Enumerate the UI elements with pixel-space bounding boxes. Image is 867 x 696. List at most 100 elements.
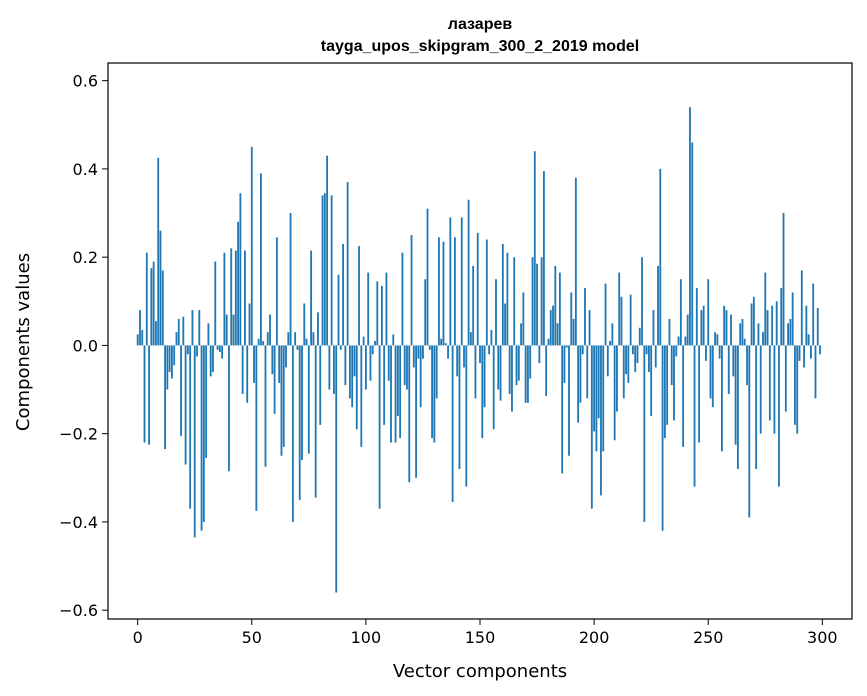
bar — [225, 314, 228, 346]
bar — [520, 323, 522, 346]
bar — [193, 345, 196, 538]
bar — [264, 345, 267, 467]
bar — [579, 345, 582, 403]
bar — [803, 345, 805, 368]
bar — [787, 323, 790, 346]
bar — [593, 345, 596, 432]
bar — [501, 243, 504, 346]
x-tick-label: 250 — [693, 628, 724, 647]
y-tick-label: 0.6 — [73, 72, 98, 91]
bar — [143, 345, 146, 443]
bar — [547, 338, 550, 346]
bar — [641, 257, 643, 346]
bar — [661, 345, 664, 531]
bar — [380, 285, 383, 346]
bar — [529, 345, 532, 379]
bar — [780, 288, 783, 346]
bar — [707, 279, 710, 346]
bar — [369, 345, 372, 381]
bar — [709, 345, 712, 399]
y-tick-label: 0.0 — [73, 336, 98, 355]
bar — [173, 345, 176, 366]
bar — [360, 345, 363, 447]
bar — [663, 345, 666, 439]
bar — [752, 296, 755, 346]
bar — [191, 310, 194, 346]
bar — [634, 345, 637, 372]
bar — [335, 345, 338, 593]
bar — [355, 345, 358, 430]
bar — [759, 345, 762, 434]
bar — [371, 345, 374, 355]
bar — [533, 151, 536, 346]
bar — [673, 345, 675, 421]
y-tick-label: −0.4 — [59, 513, 98, 532]
bar — [136, 334, 139, 346]
bar — [515, 345, 518, 386]
bar — [438, 237, 440, 346]
bar — [469, 332, 472, 346]
bar — [152, 261, 155, 346]
bar — [139, 310, 141, 346]
bar — [750, 303, 753, 346]
bar — [212, 345, 214, 372]
bar — [810, 345, 812, 359]
bar — [485, 239, 488, 346]
bar — [387, 345, 390, 381]
bar — [164, 345, 166, 450]
bar — [552, 305, 554, 346]
bar — [748, 345, 751, 518]
bar — [362, 336, 365, 346]
bar — [159, 230, 162, 346]
bar — [321, 195, 324, 346]
bar — [444, 343, 447, 346]
bar — [568, 345, 570, 456]
bar — [342, 243, 344, 346]
bar — [629, 294, 632, 346]
bar — [269, 314, 271, 346]
bar — [394, 345, 397, 443]
bar — [479, 345, 481, 364]
bar — [590, 345, 593, 509]
bar — [202, 345, 205, 522]
bar — [221, 345, 224, 359]
bar — [155, 321, 157, 346]
bar — [271, 345, 274, 375]
bar — [682, 345, 685, 447]
bar — [613, 345, 616, 441]
y-tick-label: −0.2 — [59, 425, 98, 444]
bar — [513, 257, 516, 346]
bar — [385, 272, 388, 346]
bar — [702, 305, 705, 346]
bar — [196, 345, 198, 357]
bar — [650, 345, 653, 417]
bar — [597, 345, 600, 419]
bar — [618, 272, 621, 346]
bar — [472, 265, 475, 346]
bar — [675, 345, 678, 357]
bar — [406, 345, 408, 390]
bar — [301, 345, 303, 461]
bar — [538, 345, 541, 364]
bar — [273, 345, 276, 414]
bar — [280, 345, 283, 456]
bar — [449, 217, 452, 346]
bar — [768, 345, 771, 421]
bar — [408, 345, 411, 483]
bar — [766, 310, 769, 346]
bar — [415, 345, 418, 478]
bar — [319, 345, 322, 425]
bar — [401, 252, 404, 346]
bar — [312, 332, 315, 346]
bar — [691, 142, 694, 346]
bar — [725, 310, 728, 346]
bar — [410, 235, 413, 346]
bar — [328, 345, 331, 390]
bar — [524, 345, 527, 403]
bar — [764, 272, 767, 346]
bar — [755, 345, 758, 469]
bar — [310, 250, 313, 346]
bar — [668, 318, 671, 346]
bar — [700, 310, 703, 346]
bar — [600, 345, 602, 496]
